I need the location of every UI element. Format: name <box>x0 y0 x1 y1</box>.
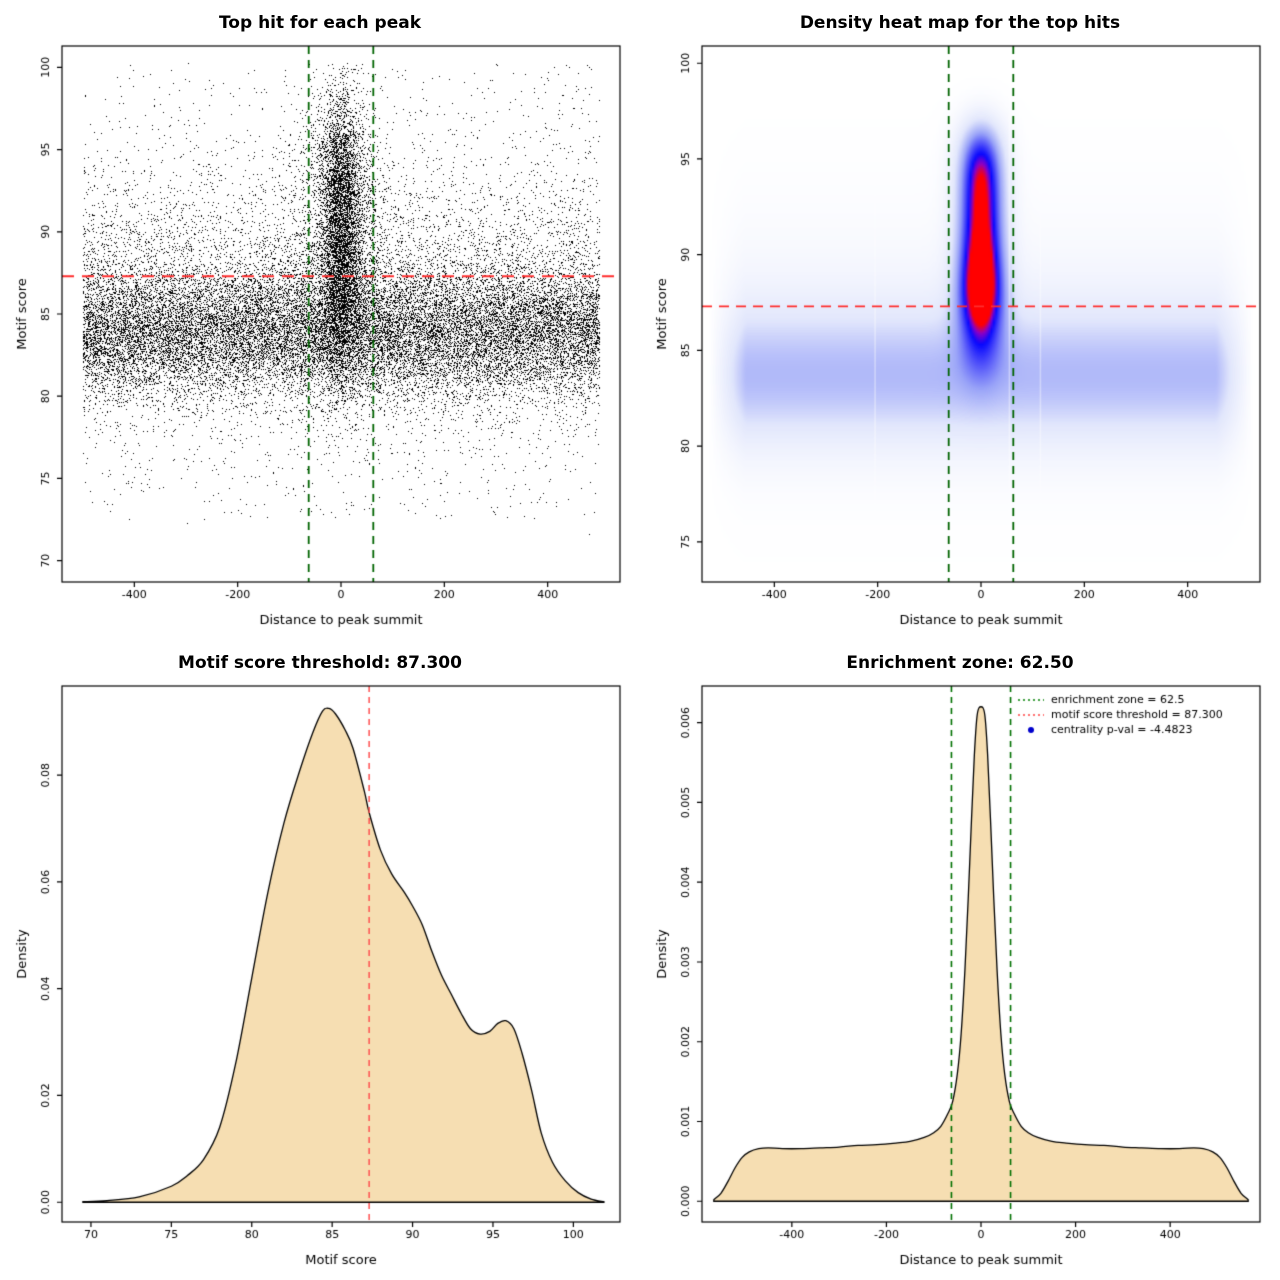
chart-title-enrichment: Enrichment zone: 62.50 <box>846 653 1074 673</box>
chart-title-motif-density: Motif score threshold: 87.300 <box>178 653 462 673</box>
chart-title-scatter: Top hit for each peak <box>218 13 422 33</box>
panel-motif-score-density: Motif score threshold: 87.300 <box>0 640 640 1280</box>
panel-enrichment-zone-density: Enrichment zone: 62.50 <box>640 640 1280 1280</box>
motif-density-canvas <box>0 640 640 1280</box>
scatter-plot-canvas <box>0 0 640 640</box>
chart-title-heatmap: Density heat map for the top hits <box>799 13 1121 33</box>
panel-top-hit-scatter: Top hit for each peak <box>0 0 640 640</box>
distance-density-canvas <box>640 640 1280 1280</box>
panel-density-heatmap: Density heat map for the top hits <box>640 0 1280 640</box>
heatmap-plot-canvas <box>640 0 1280 640</box>
